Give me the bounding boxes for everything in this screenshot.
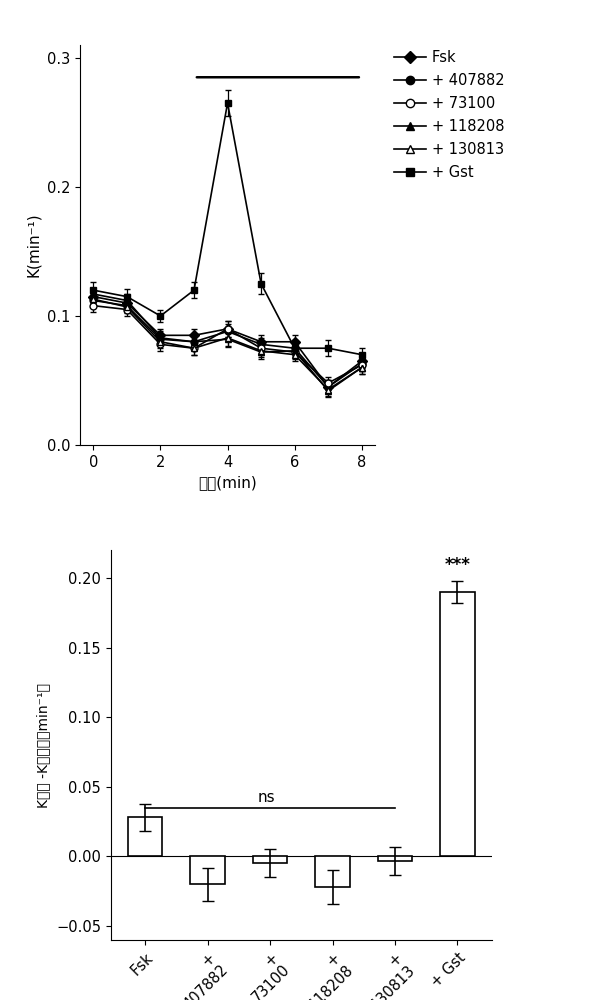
Text: ***: ***: [445, 556, 470, 574]
Bar: [378, 856, 412, 861]
Bar: [315, 856, 350, 887]
X-axis label: 时间(min): 时间(min): [198, 475, 257, 490]
Y-axis label: K(min⁻¹): K(min⁻¹): [26, 213, 41, 277]
Y-axis label: K峰値 -K基底値（min⁻¹）: K峰値 -K基底値（min⁻¹）: [36, 682, 50, 808]
Legend: Fsk, + 407882, + 73100, + 118208, + 130813, + Gst: Fsk, + 407882, + 73100, + 118208, + 1308…: [388, 44, 510, 186]
Bar: [191, 856, 225, 884]
Bar: [128, 817, 162, 856]
Bar: [253, 856, 287, 863]
Bar: [440, 592, 475, 856]
Text: ns: ns: [258, 790, 276, 805]
